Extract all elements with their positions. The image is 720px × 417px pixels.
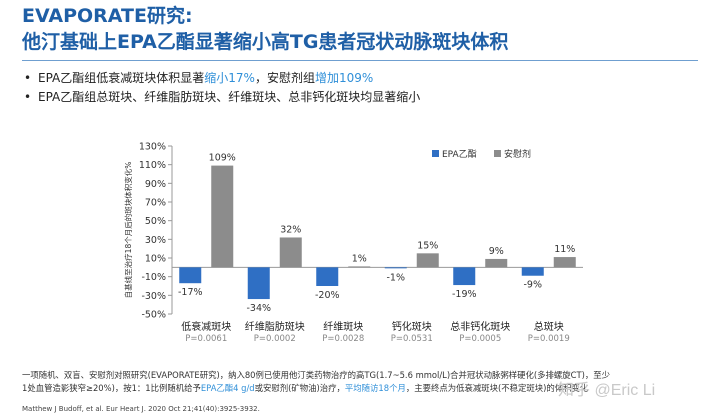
bar-epa — [247, 267, 270, 300]
bar-placebo — [348, 266, 371, 268]
title-line-1: EVAPORATE研究: — [22, 5, 193, 27]
footnote: 一项随机、双盲、安慰剂对照研究(EVAPORATE研究)，纳入80例已使用他汀类… — [22, 369, 720, 395]
y-tick-label: 30% — [145, 235, 166, 246]
title-divider — [22, 60, 698, 61]
bar-placebo — [416, 253, 439, 268]
bar-epa — [316, 267, 339, 286]
x-category-label: 总非钙化斑块 — [450, 320, 510, 333]
y-tick-label: 90% — [145, 179, 166, 190]
p-value-label: P=0.0019 — [528, 334, 570, 344]
y-tick-label: 110% — [139, 160, 166, 171]
data-label-placebo: 32% — [280, 224, 301, 235]
y-tick-label: 50% — [145, 216, 166, 227]
bar-epa — [179, 267, 202, 284]
slide-title: EVAPORATE研究: 他汀基础上EPA乙酯显著缩小高TG患者冠状动脉斑块体积 — [22, 3, 712, 55]
data-label-placebo: 1% — [352, 253, 367, 264]
data-label-epa: -34% — [246, 303, 271, 314]
legend-label: EPA乙酯 — [442, 149, 477, 160]
bar-placebo — [485, 258, 508, 268]
data-label-placebo: 11% — [554, 244, 575, 255]
legend-label: 安慰剂 — [504, 148, 531, 160]
bullet-dot: • — [24, 71, 32, 85]
bullet-1-highlight-2: 增加109% — [314, 71, 374, 85]
p-value-label: P=0.0061 — [185, 334, 227, 344]
bar-epa — [384, 267, 407, 269]
bullet-1-highlight-1: 缩小17% — [204, 71, 255, 85]
footnote-text-a: 1处血管造影狭窄≥20%)，按1：1比例随机给予 — [22, 383, 201, 393]
bullet-1-text: EPA乙酯组低衰减斑块体积显著 — [38, 71, 205, 85]
y-tick-label: 130% — [139, 142, 166, 153]
bullet-dot: • — [24, 90, 32, 104]
data-label-epa: -17% — [178, 287, 203, 298]
bullet-item-2: • EPA乙酯组总斑块、纤维脂肪斑块、纤维斑块、总非钙化斑块均显著缩小 — [24, 88, 420, 107]
watermark: 知乎 @Eric Li — [558, 382, 656, 399]
x-category-label: 低衰减斑块 — [181, 320, 231, 333]
footnote-highlight-followup: 平均随访18个月 — [344, 383, 406, 393]
reference-citation: Matthew J Budoff, et al. Eur Heart J. 20… — [22, 405, 260, 413]
p-value-label: P=0.0005 — [459, 334, 501, 344]
data-label-epa: -19% — [452, 289, 477, 300]
bullet-item-1: • EPA乙酯组低衰减斑块体积显著缩小17%，安慰剂组增加109% — [24, 69, 420, 88]
data-label-epa: -9% — [524, 280, 543, 291]
y-tick-label: -30% — [141, 291, 166, 302]
footnote-highlight-dose: EPA乙酯4 g/d — [200, 383, 255, 393]
title-line-2: 他汀基础上EPA乙酯显著缩小高TG患者冠状动脉斑块体积 — [22, 31, 509, 53]
y-tick-label: 10% — [145, 254, 166, 265]
bar-epa — [453, 267, 476, 286]
footnote-text-c: ，主要终点为低衰减斑块(不稳定斑块)的体积变化 — [405, 383, 589, 393]
y-tick-label: 70% — [145, 198, 166, 209]
x-category-label: 钙化斑块 — [392, 320, 432, 333]
footnote-line-2: 1处血管造影狭窄≥20%)，按1：1比例随机给予EPA乙酯4 g/d或安慰剂(矿… — [22, 382, 720, 395]
y-tick-label: -10% — [141, 272, 166, 283]
data-label-placebo: 15% — [417, 240, 438, 251]
bullet-2-text: EPA乙酯组总斑块、纤维脂肪斑块、纤维斑块、总非钙化斑块均显著缩小 — [38, 90, 421, 104]
footnote-line-1: 一项随机、双盲、安慰剂对照研究(EVAPORATE研究)，纳入80例已使用他汀类… — [22, 370, 610, 380]
bar-placebo — [279, 237, 302, 268]
legend-swatch — [432, 150, 439, 157]
bar-epa — [521, 267, 544, 276]
legend-swatch — [494, 150, 501, 157]
p-value-label: P=0.0531 — [391, 334, 433, 344]
bar-placebo — [553, 257, 576, 268]
data-label-epa: -1% — [387, 272, 406, 283]
bullet-1-mid: ，安慰剂组 — [254, 71, 315, 85]
y-axis-label: 自基线至治疗18个月后的斑块体积变化% — [123, 162, 133, 299]
x-category-label: 纤维脂肪斑块 — [245, 320, 305, 333]
x-category-label: 纤维斑块 — [323, 320, 363, 333]
bar-placebo — [211, 165, 234, 268]
data-label-placebo: 109% — [209, 153, 236, 164]
data-label-placebo: 9% — [489, 246, 504, 257]
data-label-epa: -20% — [315, 290, 340, 301]
x-category-label: 总斑块 — [534, 320, 564, 333]
bullet-list: • EPA乙酯组低衰减斑块体积显著缩小17%，安慰剂组增加109% • EPA乙酯组… — [24, 69, 420, 107]
footnote-text-b: 或安慰剂(矿物油)治疗， — [254, 383, 345, 393]
p-value-label: P=0.0002 — [254, 334, 296, 344]
p-value-label: P=0.0028 — [322, 334, 364, 344]
y-tick-label: -50% — [141, 310, 166, 321]
